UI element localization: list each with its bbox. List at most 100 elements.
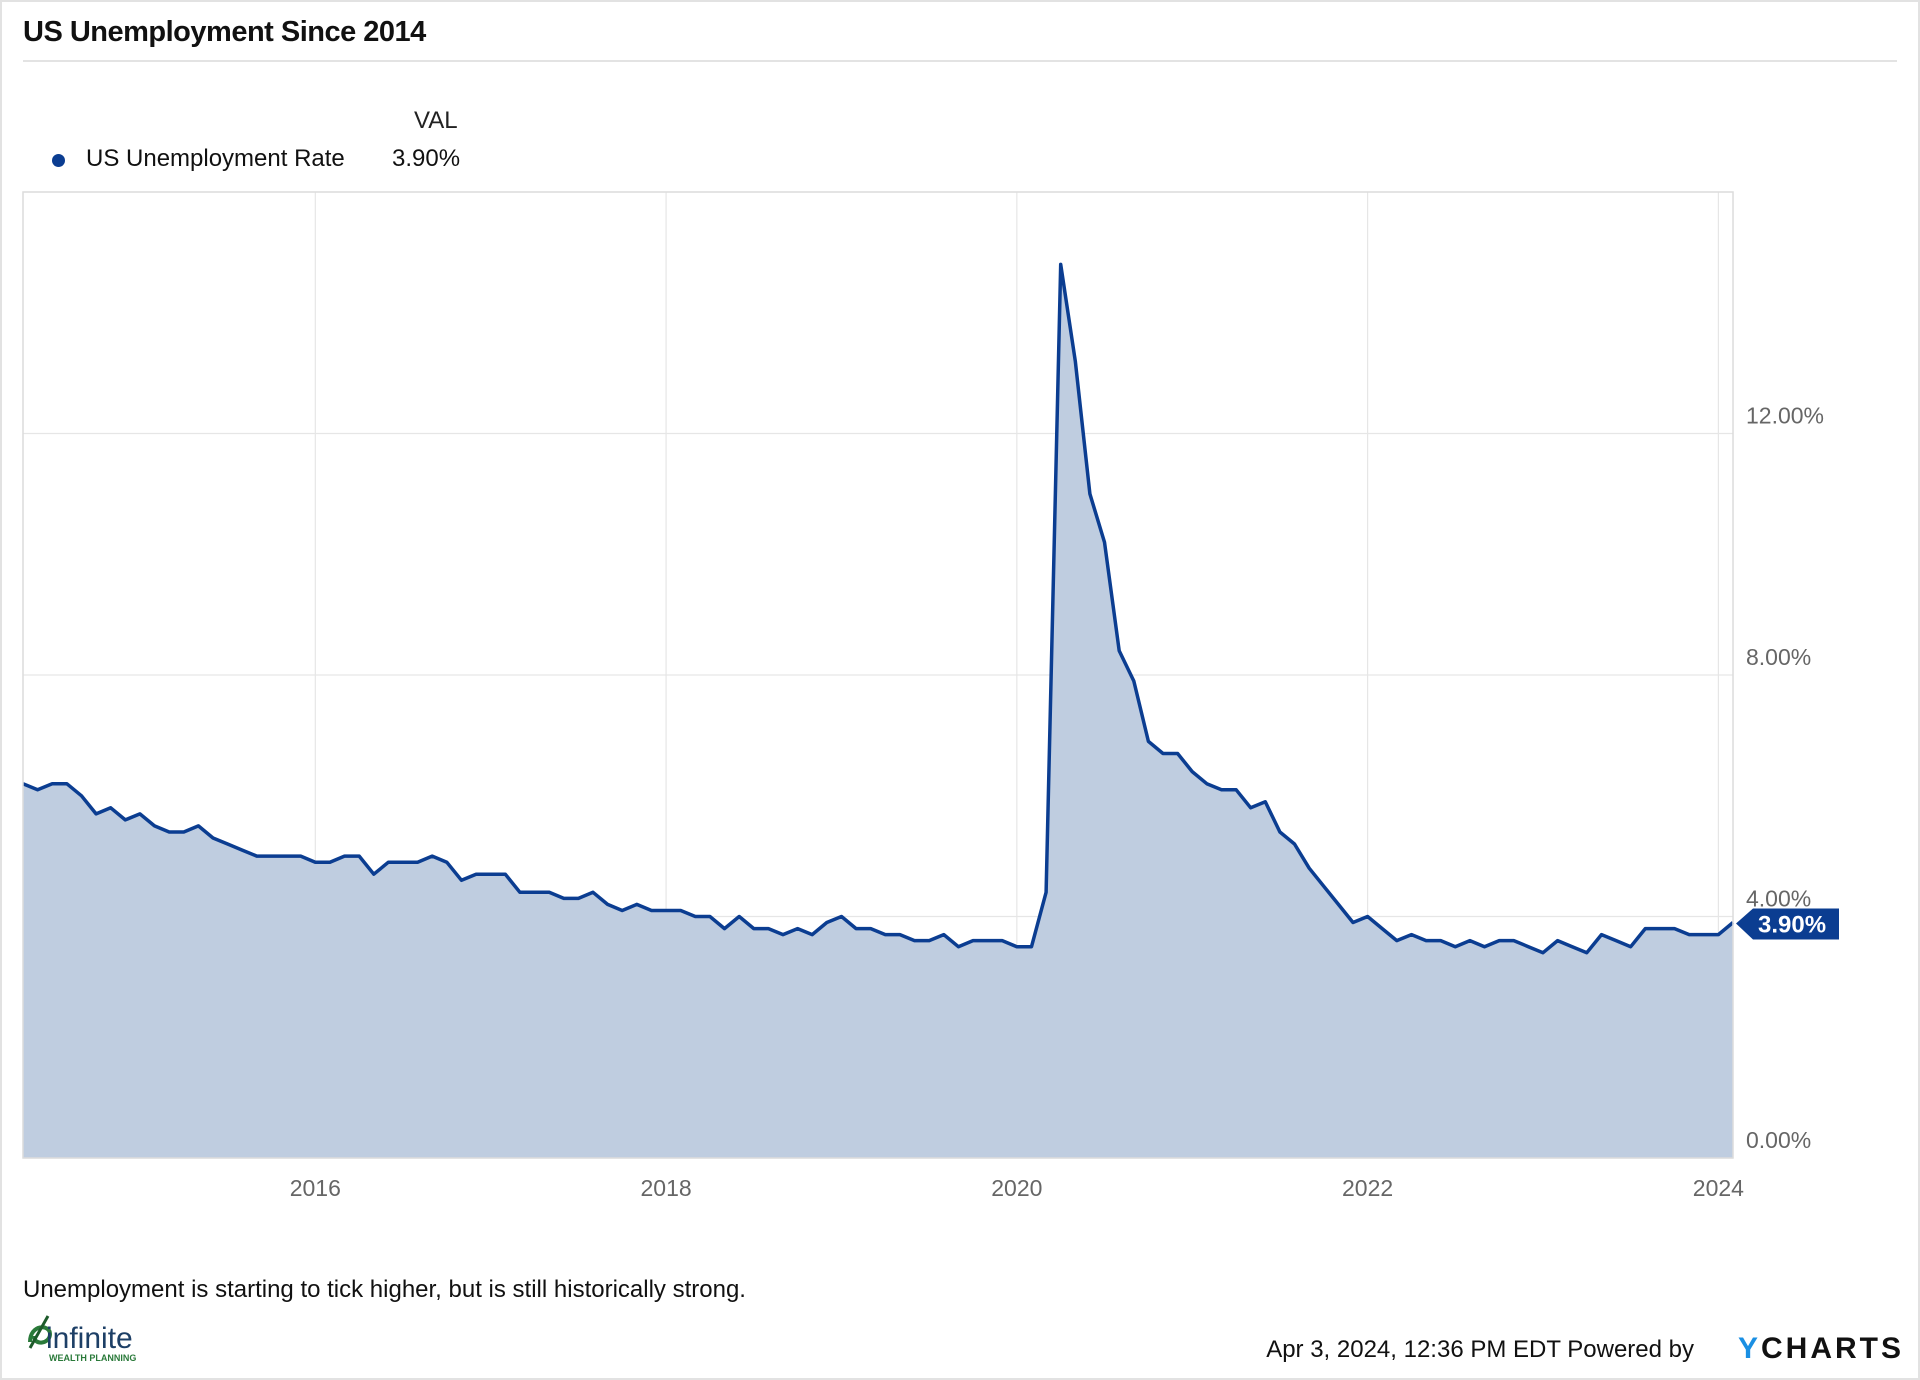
data-point[interactable] [445, 860, 449, 864]
data-point[interactable] [1322, 884, 1326, 888]
data-point[interactable] [1716, 933, 1720, 937]
data-point[interactable] [1000, 939, 1004, 943]
data-point[interactable] [1161, 751, 1165, 755]
data-point[interactable] [752, 927, 756, 931]
data-point[interactable] [36, 788, 40, 792]
data-point[interactable] [547, 890, 551, 894]
data-point[interactable] [1497, 939, 1501, 943]
data-point[interactable] [591, 890, 595, 894]
data-point[interactable] [1702, 933, 1706, 937]
data-point[interactable] [328, 860, 332, 864]
data-point[interactable] [576, 896, 580, 900]
data-point[interactable] [1629, 945, 1633, 949]
data-point[interactable] [357, 854, 361, 858]
data-point[interactable] [1336, 902, 1340, 906]
data-point[interactable] [518, 890, 522, 894]
data-point[interactable] [1585, 951, 1589, 955]
data-point[interactable] [971, 939, 975, 943]
data-point[interactable] [649, 908, 653, 912]
data-point[interactable] [664, 908, 668, 912]
data-point[interactable] [1526, 945, 1530, 949]
ycharts-logo[interactable]: YCHARTS [1738, 1332, 1904, 1366]
data-point[interactable] [693, 915, 697, 919]
data-point[interactable] [196, 824, 200, 828]
data-point[interactable] [386, 860, 390, 864]
data-point[interactable] [269, 854, 273, 858]
data-point[interactable] [1307, 866, 1311, 870]
data-point[interactable] [781, 933, 785, 937]
data-point[interactable] [1015, 945, 1019, 949]
data-point[interactable] [1468, 939, 1472, 943]
data-point[interactable] [1103, 540, 1107, 544]
data-point[interactable] [255, 854, 259, 858]
data-point[interactable] [913, 939, 917, 943]
data-point[interactable] [459, 878, 463, 882]
data-point[interactable] [1234, 788, 1238, 792]
data-point[interactable] [1512, 939, 1516, 943]
data-point[interactable] [1366, 915, 1370, 919]
data-point[interactable] [620, 908, 624, 912]
data-point[interactable] [1409, 933, 1413, 937]
data-point[interactable] [284, 854, 288, 858]
series-line[interactable] [22, 262, 1735, 955]
data-point[interactable] [138, 812, 142, 816]
data-point[interactable] [1658, 927, 1662, 931]
data-point[interactable] [1424, 939, 1428, 943]
data-point[interactable] [1146, 739, 1150, 743]
data-point[interactable] [343, 854, 347, 858]
data-point[interactable] [1190, 770, 1194, 774]
data-point[interactable] [810, 933, 814, 937]
data-point[interactable] [723, 927, 727, 931]
data-point[interactable] [869, 927, 873, 931]
data-point[interactable] [1293, 842, 1297, 846]
data-point[interactable] [94, 812, 98, 816]
data-point[interactable] [533, 890, 537, 894]
data-point[interactable] [1219, 788, 1223, 792]
data-point[interactable] [1205, 782, 1209, 786]
data-point[interactable] [1614, 939, 1618, 943]
data-point[interactable] [416, 860, 420, 864]
data-point[interactable] [1044, 890, 1048, 894]
data-point[interactable] [1599, 933, 1603, 937]
data-point[interactable] [825, 921, 829, 925]
data-point[interactable] [883, 933, 887, 937]
data-point[interactable] [796, 927, 800, 931]
data-point[interactable] [1249, 806, 1253, 810]
data-point[interactable] [1453, 945, 1457, 949]
data-point[interactable] [401, 860, 405, 864]
data-point[interactable] [1278, 830, 1282, 834]
data-point[interactable] [430, 854, 434, 858]
data-point[interactable] [474, 872, 478, 876]
data-point[interactable] [1673, 927, 1677, 931]
data-point[interactable] [1176, 751, 1180, 755]
data-point[interactable] [372, 872, 376, 876]
data-point[interactable] [1073, 359, 1077, 363]
data-point[interactable] [927, 939, 931, 943]
data-point[interactable] [737, 915, 741, 919]
data-point[interactable] [986, 939, 990, 943]
data-point[interactable] [562, 896, 566, 900]
chart-plot[interactable]: 0.00%4.00%8.00%12.00% 2016 2018 2020 2022 20… [0, 0, 1920, 1260]
data-point[interactable] [123, 818, 127, 822]
data-point[interactable] [503, 872, 507, 876]
data-point[interactable] [766, 927, 770, 931]
data-point[interactable] [839, 915, 843, 919]
data-point[interactable] [1380, 927, 1384, 931]
data-point[interactable] [1643, 927, 1647, 931]
data-point[interactable] [211, 836, 215, 840]
data-point[interactable] [1059, 262, 1063, 266]
data-point[interactable] [1556, 939, 1560, 943]
data-point[interactable] [1132, 679, 1136, 683]
data-point[interactable] [1351, 921, 1355, 925]
data-point[interactable] [635, 902, 639, 906]
data-point[interactable] [1088, 492, 1092, 496]
data-point[interactable] [1541, 951, 1545, 955]
data-point[interactable] [489, 872, 493, 876]
data-point[interactable] [167, 830, 171, 834]
data-point[interactable] [50, 782, 54, 786]
data-point[interactable] [1117, 649, 1121, 653]
data-point[interactable] [1687, 933, 1691, 937]
data-point[interactable] [679, 908, 683, 912]
data-point[interactable] [854, 927, 858, 931]
data-point[interactable] [1570, 945, 1574, 949]
